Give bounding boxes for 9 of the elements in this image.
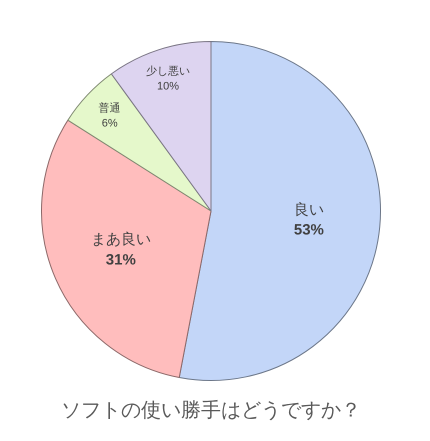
slice-label: 良い (294, 201, 324, 218)
data-label: 10% (157, 80, 180, 92)
slice-label: まあ良い (90, 231, 151, 248)
data-label: 6% (102, 117, 118, 130)
data-label: 31% (106, 251, 136, 268)
data-label: 53% (294, 222, 324, 239)
slice-label: 普通 (98, 101, 121, 114)
text: ソフトの使い勝手はどうですか？ (61, 400, 361, 422)
slice-label: 少し悪い (146, 64, 190, 78)
